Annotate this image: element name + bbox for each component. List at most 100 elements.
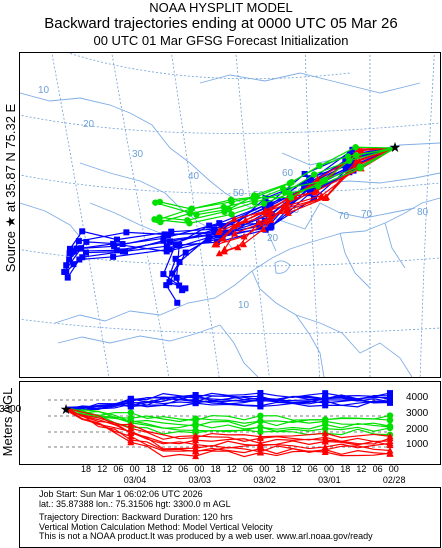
- map-trajectory-marker: [240, 240, 248, 248]
- map-trajectory-marker: [205, 236, 212, 243]
- map-trajectory-marker: [110, 240, 117, 247]
- time-axis: 18 12 06 00 18 12 06 00 18 12 06 00 18 12 06 00 18 12 06 00…: [81, 464, 406, 485]
- map-trajectory-marker: [176, 258, 183, 265]
- map-trajectory-marker: [186, 210, 194, 217]
- map-trajectory-marker: [234, 243, 242, 251]
- vertical-trajectory-marker: [257, 398, 264, 405]
- time-tick-label: 12: [227, 464, 237, 474]
- map-trajectory-marker: [260, 200, 268, 207]
- vertical-motion-method: Vertical Motion Calculation Method: Mode…: [39, 521, 273, 532]
- altitude-axis-label: Meters AGL: [0, 387, 15, 457]
- vertical-trajectory-marker: [127, 432, 135, 440]
- height-tick-3000: 3000: [406, 408, 429, 419]
- lon-label-10: 10: [38, 85, 50, 96]
- map-trajectory-marker: [268, 223, 275, 230]
- map-trajectory-marker: [228, 211, 235, 218]
- map-trajectory-marker: [179, 285, 186, 292]
- lon-label-50: 50: [233, 188, 245, 199]
- map-trajectory-marker: [283, 199, 291, 206]
- vertical-trajectory-line: [65, 408, 391, 428]
- height-tick-1000: 1000: [406, 439, 429, 450]
- lon-label-20: 20: [83, 119, 95, 130]
- vertical-trajectory-marker: [192, 415, 199, 422]
- date-label: 02/28: [383, 475, 406, 485]
- map-trajectory-marker: [318, 192, 326, 199]
- map-trajectory-marker: [228, 198, 235, 206]
- vertical-trajectory-marker: [256, 448, 264, 456]
- map-trajectory-marker: [166, 279, 173, 286]
- vertical-trajectory-line: [65, 407, 391, 445]
- map-trajectory-marker: [160, 237, 167, 244]
- height-tick-2000: 2000: [406, 424, 429, 435]
- map-trajectory-marker: [79, 228, 86, 235]
- map-trajectory-marker: [215, 249, 223, 257]
- vertical-trajectory-marker: [257, 390, 264, 397]
- job-location: lat.: 35.87388 lon.: 75.31506 hgt: 3300.…: [39, 498, 231, 509]
- vertical-trajectory-marker: [387, 392, 393, 399]
- map-trajectory-marker: [263, 204, 270, 211]
- map-trajectory-marker: [220, 203, 227, 211]
- map-trajectory-marker: [310, 171, 318, 178]
- map-trajectory-marker: [220, 247, 228, 255]
- map-trajectory-marker: [321, 193, 329, 201]
- map-trajectory-marker: [66, 250, 73, 257]
- vertical-trajectory-marker: [386, 416, 394, 424]
- time-tick-label: 06: [178, 464, 188, 474]
- map-trajectory-marker: [110, 253, 117, 260]
- map-trajectory-marker: [206, 222, 213, 229]
- map-trajectory-marker: [174, 299, 181, 306]
- vertical-trajectory-line: [65, 409, 391, 458]
- lon-label-30: 30: [132, 149, 144, 160]
- date-label: 03/04: [124, 475, 147, 485]
- graticule: [20, 53, 440, 377]
- vertical-trajectory-marker: [386, 439, 394, 447]
- vertical-trajectory-marker: [256, 434, 264, 442]
- vertical-trajectory-marker: [322, 390, 329, 397]
- map-trajectory-line: [165, 147, 396, 304]
- date-label: 03/01: [318, 475, 341, 485]
- disclaimer: This is not a NOAA product.It was produc…: [39, 531, 373, 541]
- map-trajectory-marker: [169, 270, 176, 277]
- lon-label-70: 70: [338, 211, 350, 222]
- vertical-trajectory-marker: [322, 425, 329, 432]
- vertical-trajectory-line: [65, 410, 391, 455]
- map-trajectory-marker: [352, 144, 359, 151]
- vertical-trajectory-marker: [387, 398, 393, 405]
- map-canvas: 10 20 30 40 50 60 70 80 10 20 30 40 50 6…: [20, 53, 440, 377]
- vertical-trajectory-marker: [322, 402, 329, 409]
- map-trajectory-marker: [314, 175, 322, 182]
- map-trajectory-line: [156, 147, 396, 221]
- map-trajectory-marker: [353, 152, 360, 159]
- map-trajectory-marker: [113, 236, 120, 243]
- date-label: 03/03: [189, 475, 212, 485]
- map-trajectory-marker: [357, 164, 364, 172]
- vertical-trajectory-marker: [192, 441, 200, 448]
- lat-label-10: 10: [238, 300, 250, 311]
- vertical-trajectory-marker: [127, 424, 135, 432]
- map-trajectory-marker: [216, 220, 223, 227]
- map-trajectory-marker: [161, 231, 168, 238]
- map-trajectory-line: [155, 147, 396, 216]
- vertical-trajectory-marker: [256, 445, 264, 452]
- map-trajectory-marker: [172, 255, 179, 262]
- vertical-trajectory-marker: [192, 452, 200, 460]
- vertical-trajectory-marker: [322, 397, 329, 404]
- time-tick-label: 12: [162, 464, 172, 474]
- map-trajectory-line: [159, 147, 396, 221]
- vertical-trajectory-marker: [127, 409, 134, 416]
- trajectory-map: 10 20 30 40 50 60 70 80 10 20 30 40 50 6…: [19, 52, 441, 378]
- map-trajectory-marker: [172, 241, 179, 248]
- map-trajectory-marker: [113, 247, 120, 254]
- map-trajectory-marker: [151, 216, 158, 223]
- map-trajectory-marker: [63, 262, 70, 269]
- map-trajectory-marker: [265, 210, 273, 218]
- map-trajectory-marker: [267, 216, 275, 223]
- vertical-trajectory-line: [65, 409, 391, 450]
- vertical-trajectory-line: [65, 400, 391, 410]
- map-trajectory-line: [154, 147, 396, 224]
- vertical-trajectory-marker: [257, 403, 264, 410]
- map-trajectory-marker: [316, 162, 323, 169]
- vertical-trajectory-marker: [386, 434, 394, 442]
- map-trajectory-marker: [168, 228, 175, 235]
- map-trajectory-marker: [119, 241, 126, 248]
